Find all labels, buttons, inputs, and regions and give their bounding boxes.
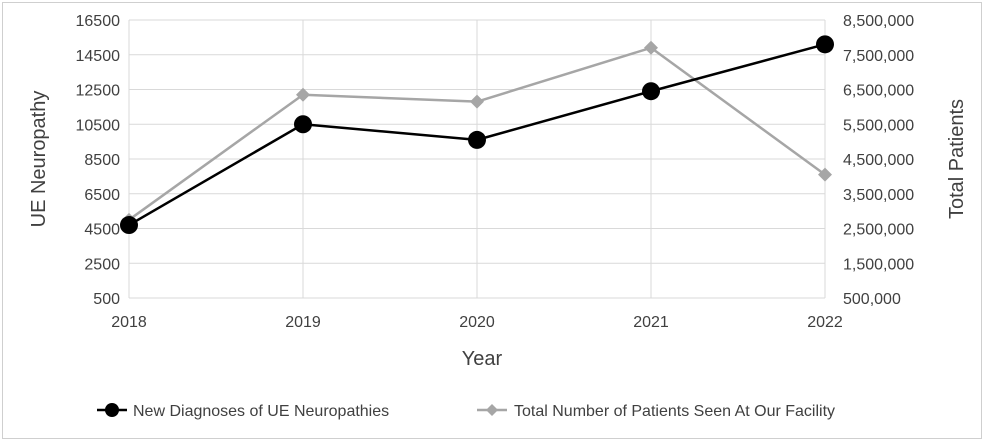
- right-tick-label: 5,500,000: [843, 117, 914, 134]
- left-tick-label: 2500: [84, 256, 120, 273]
- left-tick-label: 6500: [84, 187, 120, 204]
- legend-label: New Diagnoses of UE Neuropathies: [133, 403, 389, 420]
- data-point-diagnoses: [294, 115, 312, 134]
- right-tick-label: 3,500,000: [843, 187, 914, 204]
- data-point-diagnoses: [816, 35, 834, 54]
- x-tick-label: 2022: [807, 314, 843, 331]
- tick-labels: 500 2500 4500 6500 8500 10500 12500 14500 16500 5…: [76, 13, 915, 331]
- right-tick-label: 7,500,000: [843, 48, 914, 65]
- right-tick-label: 2,500,000: [843, 222, 914, 239]
- grid: [128, 19, 826, 299]
- left-tick-label: 16500: [76, 13, 121, 30]
- legend-marker-diamond: [486, 404, 498, 416]
- data-point-total-patients: [644, 40, 658, 55]
- series: [120, 35, 834, 235]
- x-tick-label: 2019: [285, 314, 321, 331]
- left-tick-label: 8500: [84, 152, 120, 169]
- data-point-total-patients: [470, 94, 484, 109]
- left-tick-label: 4500: [84, 222, 120, 239]
- data-point-diagnoses: [468, 130, 486, 149]
- x-axis-title: Year: [462, 348, 503, 370]
- right-tick-label: 4,500,000: [843, 152, 914, 169]
- x-tick-label: 2018: [111, 314, 147, 331]
- data-point-diagnoses: [120, 216, 138, 235]
- right-tick-label: 8,500,000: [843, 13, 914, 30]
- left-y-axis-title: UE Neuropathy: [28, 91, 50, 228]
- x-tick-label: 2020: [459, 314, 495, 331]
- left-tick-label: 500: [93, 291, 120, 308]
- data-point-diagnoses: [642, 82, 660, 101]
- x-tick-label: 2021: [633, 314, 669, 331]
- right-tick-label: 500,000: [843, 291, 901, 308]
- legend-label: Total Number of Patients Seen At Our Fac…: [514, 403, 835, 420]
- left-tick-label: 10500: [76, 117, 121, 134]
- legend: New Diagnoses of UE Neuropathies Total Nu…: [97, 403, 835, 420]
- right-tick-label: 1,500,000: [843, 256, 914, 273]
- right-y-axis-title: Total Patients: [946, 99, 968, 219]
- left-tick-label: 14500: [76, 48, 121, 65]
- data-point-total-patients: [296, 87, 310, 102]
- data-point-total-patients: [818, 167, 832, 182]
- legend-marker-circle: [105, 403, 119, 417]
- left-tick-label: 12500: [76, 83, 121, 100]
- right-tick-label: 6,500,000: [843, 83, 914, 100]
